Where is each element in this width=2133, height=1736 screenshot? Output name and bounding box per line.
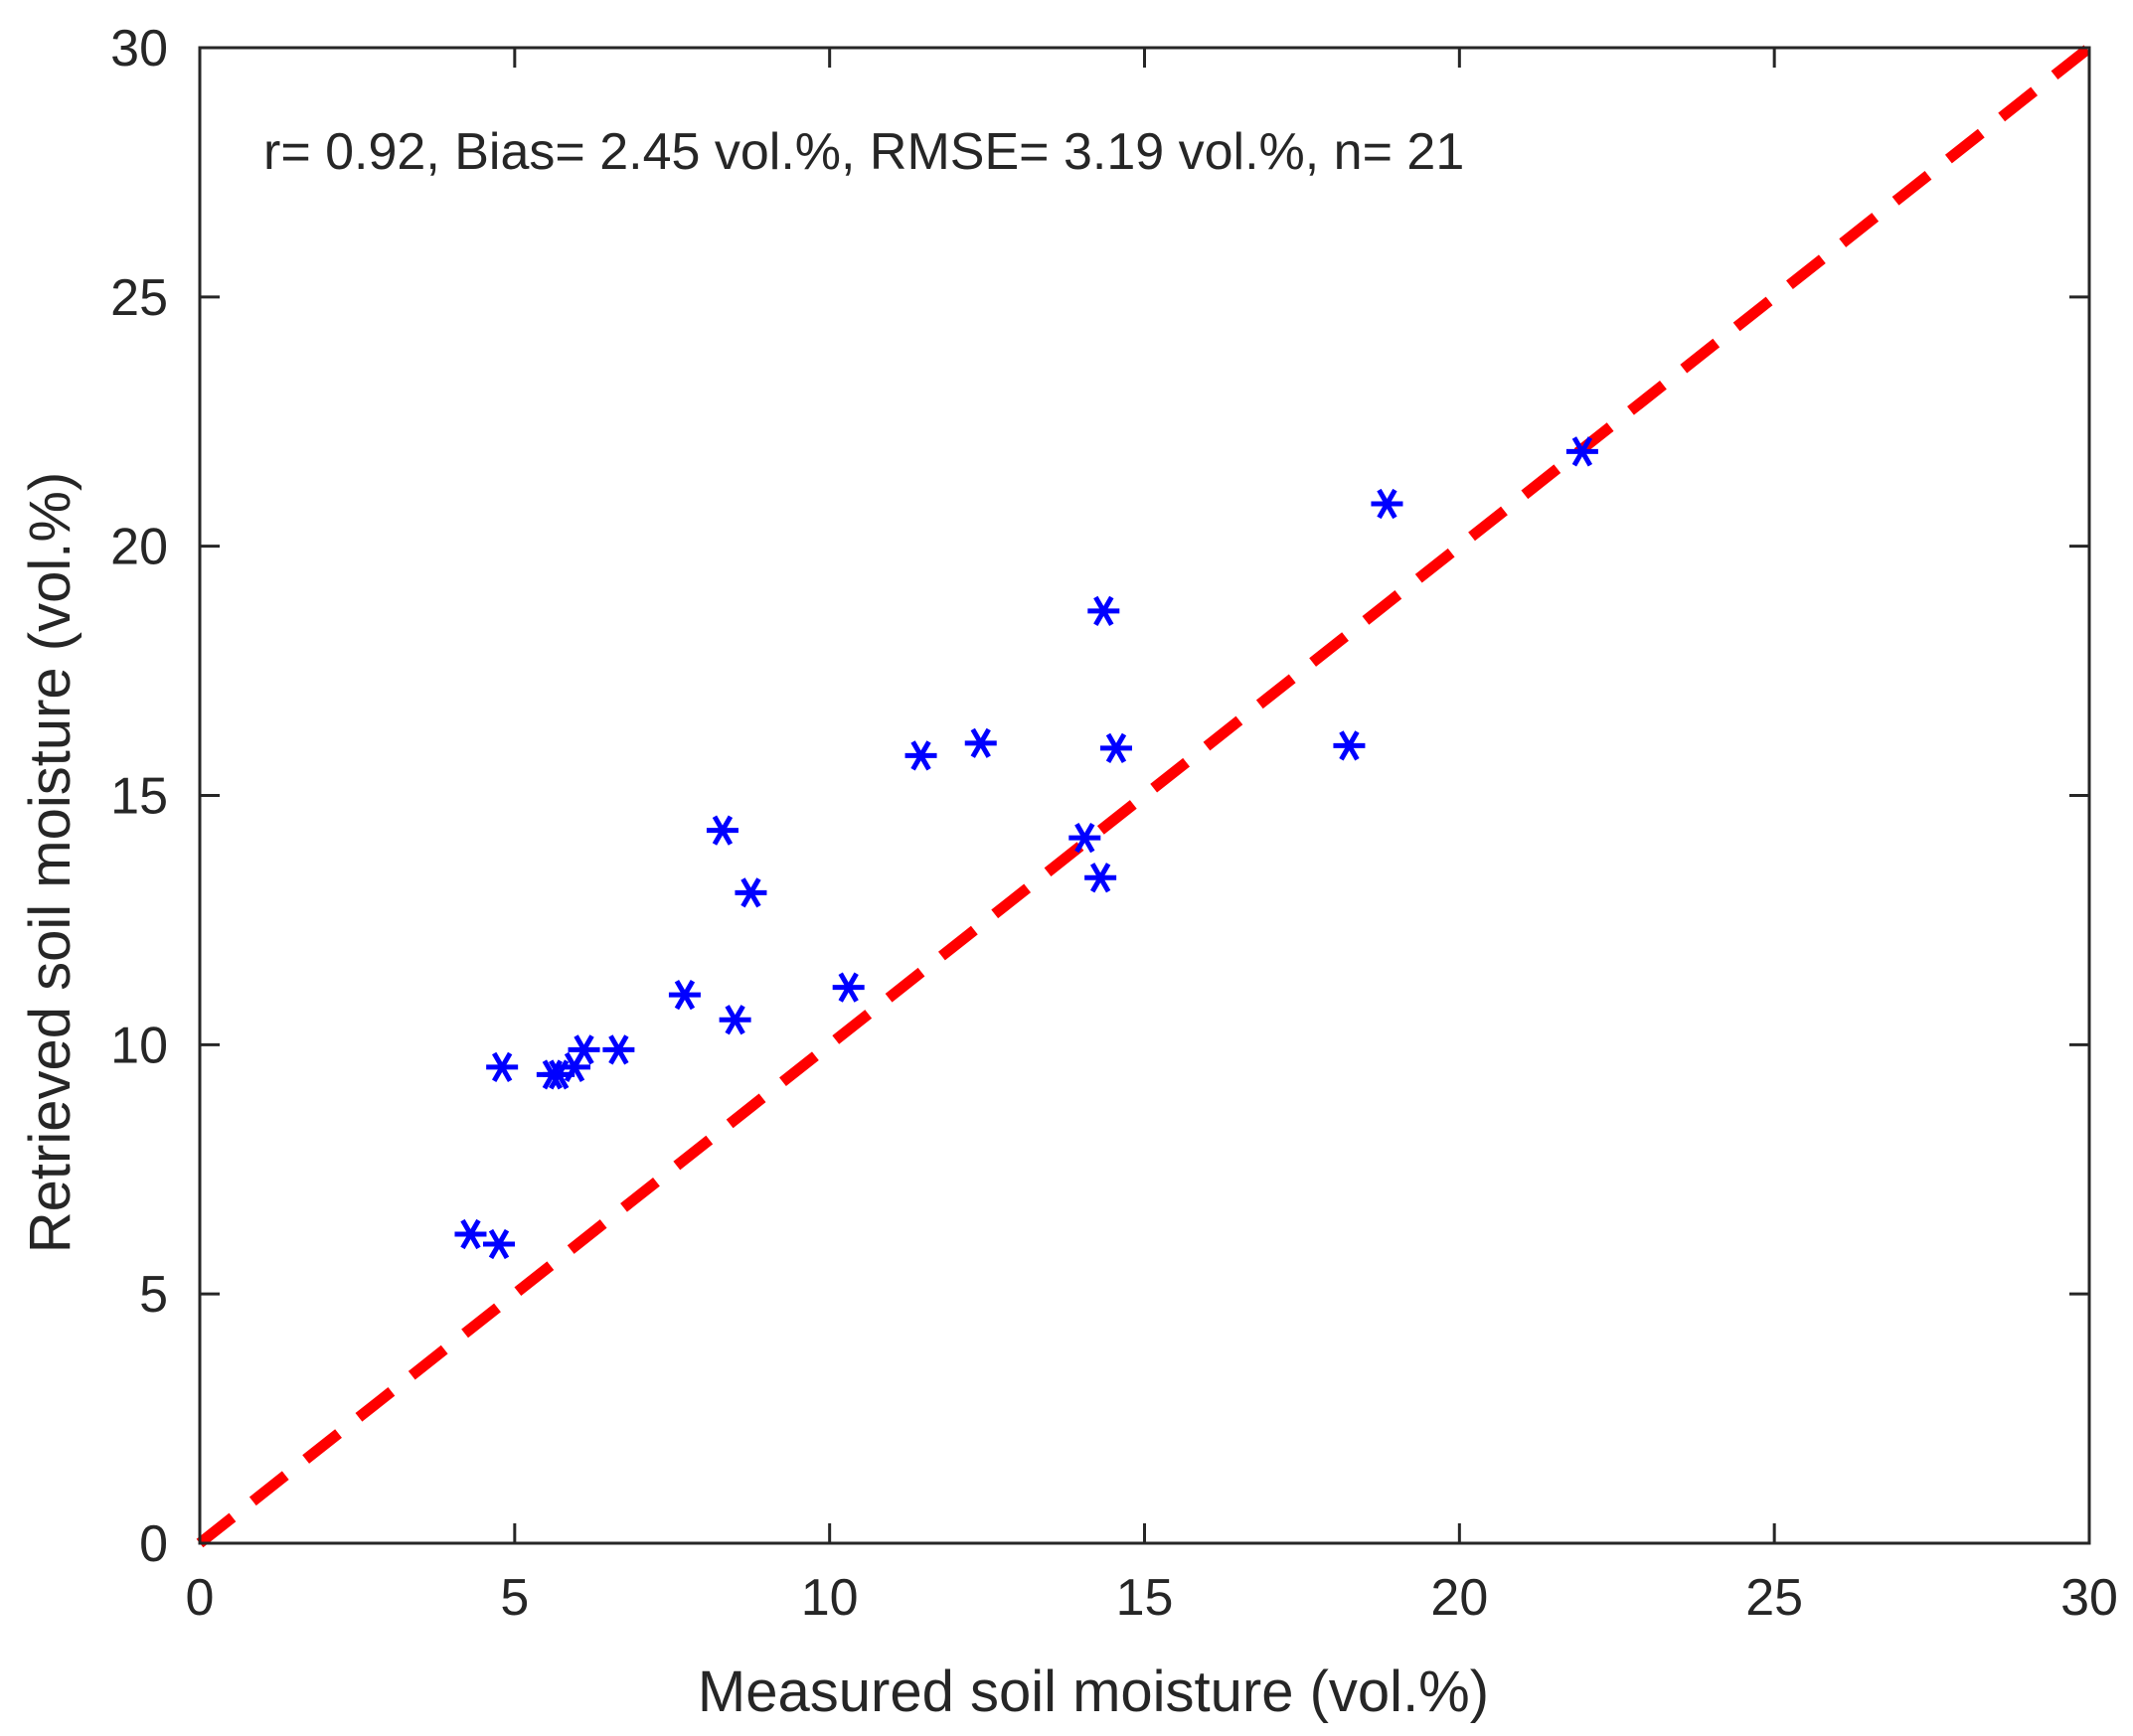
data-point-stroke: [491, 1051, 513, 1083]
x-tick-label: 10: [801, 1569, 859, 1627]
data-point-stroke: [1377, 488, 1397, 520]
data-point-19: [1099, 732, 1132, 763]
y-tick-label: 10: [110, 1017, 168, 1074]
data-point-stroke: [838, 972, 859, 1003]
stats-annotation: r= 0.92, Bias= 2.45 vol.%, RMSE= 3.19 vo…: [263, 123, 1464, 181]
x-tick-label: 25: [1745, 1569, 1803, 1627]
data-point-7: [568, 1034, 600, 1065]
data-point-stroke: [1093, 595, 1114, 626]
data-point-stroke: [1074, 823, 1095, 854]
data-point-15: [964, 727, 997, 758]
y-tick-label: 15: [110, 768, 168, 826]
y-tick-label: 25: [110, 269, 168, 327]
data-point-stroke: [910, 740, 931, 771]
data-point-stroke: [725, 1005, 745, 1035]
data-point-stroke: [1571, 436, 1593, 467]
data-point-21: [1371, 488, 1403, 520]
data-point-stroke: [970, 727, 991, 758]
data-point-18: [1087, 595, 1120, 626]
data-points-layer: [454, 436, 1598, 1260]
y-axis-title: Retrieved soil moisture (vol.%): [18, 472, 82, 1253]
data-point-14: [904, 740, 937, 771]
data-point-stroke: [488, 1228, 510, 1260]
data-point-stroke: [608, 1034, 629, 1065]
y-tick-label: 20: [110, 519, 168, 576]
x-axis-title: Measured soil moisture (vol.%): [698, 1659, 1489, 1724]
axes-layer: 0 5 10 15 20 25 30 0 5 10 15 20 25 30: [110, 20, 2118, 1627]
data-point-17: [1084, 863, 1117, 893]
y-tick-label: 0: [139, 1515, 168, 1573]
data-point-stroke: [1339, 730, 1360, 761]
data-point-16: [1068, 823, 1101, 854]
data-point-3: [486, 1051, 519, 1083]
data-point-1: [454, 1218, 487, 1250]
y-tick-label: 5: [139, 1266, 168, 1324]
y-tick-label: 30: [110, 20, 168, 78]
data-point-20: [1333, 730, 1366, 761]
data-point-9: [668, 980, 701, 1011]
data-point-stroke: [1089, 863, 1111, 893]
data-point-stroke: [674, 980, 696, 1011]
data-point-stroke: [460, 1218, 481, 1250]
data-point-13: [832, 972, 865, 1003]
data-point-12: [735, 877, 767, 908]
x-tick-label: 5: [500, 1569, 529, 1627]
x-tick-label: 20: [1430, 1569, 1488, 1627]
data-point-22: [1565, 436, 1598, 467]
data-point-2: [482, 1228, 515, 1260]
text-layer: r= 0.92, Bias= 2.45 vol.%, RMSE= 3.19 vo…: [18, 123, 1489, 1724]
x-tick-label: 0: [186, 1569, 215, 1627]
data-point-10: [706, 815, 738, 846]
data-point-stroke: [740, 877, 761, 908]
x-tick-label: 30: [2060, 1569, 2118, 1627]
data-point-stroke: [574, 1034, 594, 1065]
data-point-stroke: [712, 815, 734, 846]
data-point-stroke: [1105, 732, 1127, 763]
x-tick-label: 15: [1116, 1569, 1174, 1627]
data-point-11: [719, 1005, 751, 1035]
data-point-8: [602, 1034, 635, 1065]
